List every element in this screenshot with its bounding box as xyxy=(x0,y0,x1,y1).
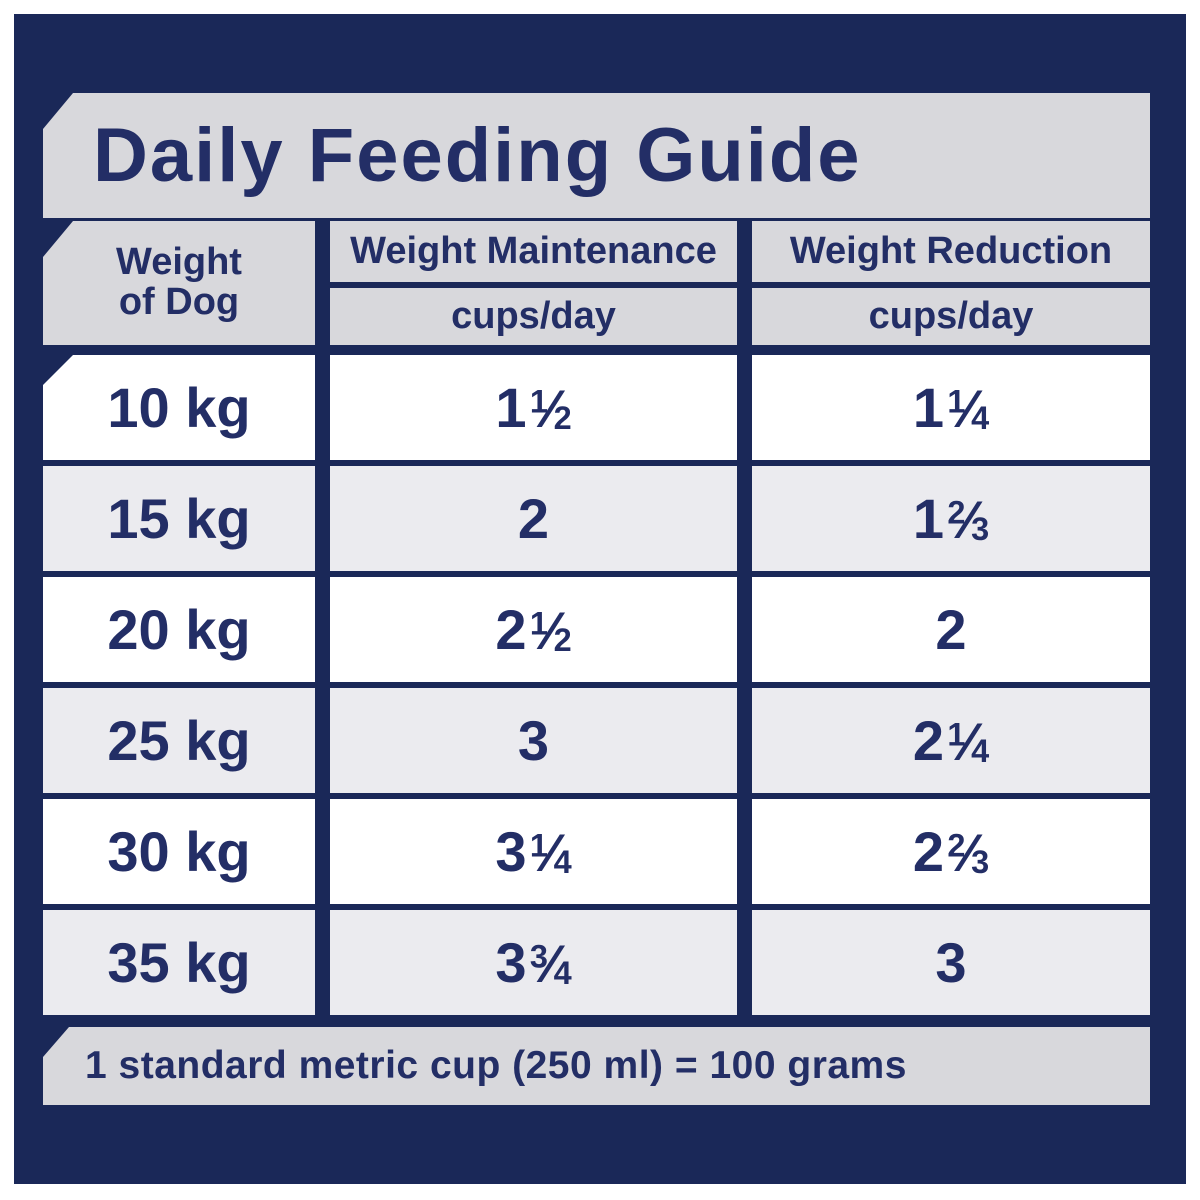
table-row: 30 kg 3 1⁄4 2 2⁄3 xyxy=(14,14,1186,1184)
reduction-value-cell: 2 2⁄3 xyxy=(752,799,1150,904)
table-row: 25 kg 3 2 1⁄4 xyxy=(14,14,1186,1184)
reduction-value-cell: 3 xyxy=(752,910,1150,1015)
title-band: Daily Feeding Guide xyxy=(43,93,1150,218)
subheader-reduction-cups-per-day: cups/day xyxy=(752,288,1150,345)
weight-of-dog-label: Weight of Dog xyxy=(116,241,242,323)
table-row: 20 kg 2 1⁄2 2 xyxy=(14,14,1186,1184)
maintenance-value-cell: 1 1⁄2 xyxy=(330,355,737,460)
weight-cell: 25 kg xyxy=(43,688,315,793)
table-row: 10 kg 1 1⁄2 1 1⁄4 xyxy=(14,14,1186,1184)
reduction-value-cell: 2 1⁄4 xyxy=(752,688,1150,793)
weight-cell: 10 kg xyxy=(43,355,315,460)
subheader-maintenance-cups-per-day: cups/day xyxy=(330,288,737,345)
table-row: 35 kg 3 3⁄4 3 xyxy=(14,14,1186,1184)
page-title: Daily Feeding Guide xyxy=(93,112,862,198)
header-weight-maintenance: Weight Maintenance xyxy=(330,221,737,282)
header-weight-of-dog: Weight of Dog xyxy=(43,221,315,345)
reduction-value-cell: 1 1⁄4 xyxy=(752,355,1150,460)
footer-note-band: 1 standard metric cup (250 ml) = 100 gra… xyxy=(43,1027,1150,1105)
weight-cell: 15 kg xyxy=(43,466,315,571)
feeding-guide-panel: Daily Feeding Guide Weight of Dog Weight… xyxy=(14,14,1186,1184)
maintenance-value-cell: 2 xyxy=(330,466,737,571)
reduction-value-cell: 1 2⁄3 xyxy=(752,466,1150,571)
table-row: 15 kg 2 1 2⁄3 xyxy=(14,14,1186,1184)
reduction-value-cell: 2 xyxy=(752,577,1150,682)
maintenance-value-cell: 2 1⁄2 xyxy=(330,577,737,682)
maintenance-value-cell: 3 1⁄4 xyxy=(330,799,737,904)
maintenance-value-cell: 3 xyxy=(330,688,737,793)
weight-cell: 30 kg xyxy=(43,799,315,904)
weight-cell: 20 kg xyxy=(43,577,315,682)
weight-cell: 35 kg xyxy=(43,910,315,1015)
header-weight-reduction: Weight Reduction xyxy=(752,221,1150,282)
maintenance-value-cell: 3 3⁄4 xyxy=(330,910,737,1015)
footer-note: 1 standard metric cup (250 ml) = 100 gra… xyxy=(85,1044,907,1087)
